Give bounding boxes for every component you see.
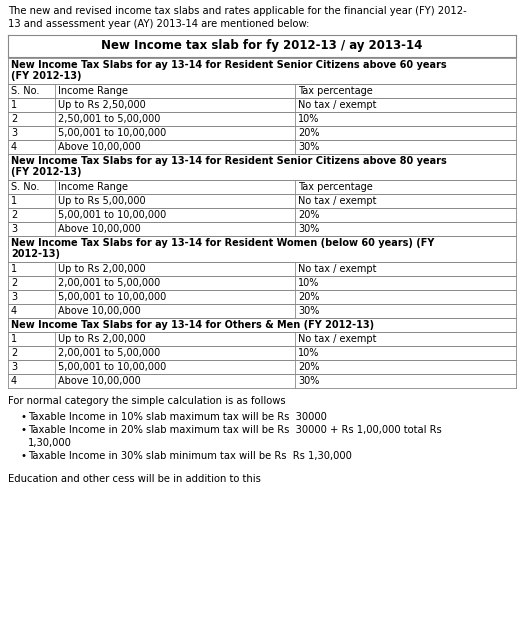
Text: 2,50,001 to 5,00,000: 2,50,001 to 5,00,000 — [58, 114, 160, 124]
Text: 2: 2 — [11, 348, 17, 358]
Text: No tax / exempt: No tax / exempt — [298, 264, 377, 274]
Text: 30%: 30% — [298, 376, 319, 386]
Text: 10%: 10% — [298, 114, 319, 124]
Text: Income Range: Income Range — [58, 182, 128, 192]
Text: 1,30,000: 1,30,000 — [28, 438, 72, 448]
Text: Education and other cess will be in addition to this: Education and other cess will be in addi… — [8, 474, 261, 484]
Text: No tax / exempt: No tax / exempt — [298, 196, 377, 206]
Text: 2: 2 — [11, 114, 17, 124]
Text: 3: 3 — [11, 128, 17, 138]
Text: 5,00,001 to 10,00,000: 5,00,001 to 10,00,000 — [58, 210, 166, 220]
Text: New Income Tax Slabs for ay 13-14 for Resident Women (below 60 years) (FY: New Income Tax Slabs for ay 13-14 for Re… — [11, 238, 434, 248]
Text: (FY 2012-13): (FY 2012-13) — [11, 71, 82, 81]
Text: 2: 2 — [11, 278, 17, 288]
Text: Above 10,00,000: Above 10,00,000 — [58, 142, 141, 152]
Text: 5,00,001 to 10,00,000: 5,00,001 to 10,00,000 — [58, 292, 166, 302]
Text: 20%: 20% — [298, 362, 320, 372]
Text: Above 10,00,000: Above 10,00,000 — [58, 376, 141, 386]
Text: For normal category the simple calculation is as follows: For normal category the simple calculati… — [8, 396, 286, 406]
Text: New Income Tax Slabs for ay 13-14 for Resident Senior Citizens above 60 years: New Income Tax Slabs for ay 13-14 for Re… — [11, 60, 446, 70]
Text: Tax percentage: Tax percentage — [298, 182, 373, 192]
Text: 2,00,001 to 5,00,000: 2,00,001 to 5,00,000 — [58, 348, 160, 358]
Text: S. No.: S. No. — [11, 86, 39, 96]
Text: Taxable Income in 30% slab minimum tax will be Rs  Rs 1,30,000: Taxable Income in 30% slab minimum tax w… — [28, 451, 352, 461]
Text: Taxable Income in 10% slab maximum tax will be Rs  30000: Taxable Income in 10% slab maximum tax w… — [28, 412, 327, 422]
Text: 13 and assessment year (AY) 2013-14 are mentioned below:: 13 and assessment year (AY) 2013-14 are … — [8, 19, 309, 29]
Text: Up to Rs 5,00,000: Up to Rs 5,00,000 — [58, 196, 146, 206]
Text: 2,00,001 to 5,00,000: 2,00,001 to 5,00,000 — [58, 278, 160, 288]
Text: 30%: 30% — [298, 142, 319, 152]
Text: 4: 4 — [11, 306, 17, 316]
Text: Tax percentage: Tax percentage — [298, 86, 373, 96]
Text: Above 10,00,000: Above 10,00,000 — [58, 224, 141, 234]
Text: 30%: 30% — [298, 224, 319, 234]
Text: 5,00,001 to 10,00,000: 5,00,001 to 10,00,000 — [58, 128, 166, 138]
Text: 4: 4 — [11, 376, 17, 386]
Text: Taxable Income in 20% slab maximum tax will be Rs  30000 + Rs 1,00,000 total Rs: Taxable Income in 20% slab maximum tax w… — [28, 425, 442, 435]
Text: S. No.: S. No. — [11, 182, 39, 192]
Text: 5,00,001 to 10,00,000: 5,00,001 to 10,00,000 — [58, 362, 166, 372]
Text: 1: 1 — [11, 100, 17, 110]
Text: New Income tax slab for fy 2012-13 / ay 2013-14: New Income tax slab for fy 2012-13 / ay … — [101, 40, 423, 52]
Text: New Income Tax Slabs for ay 13-14 for Others & Men (FY 2012-13): New Income Tax Slabs for ay 13-14 for Ot… — [11, 320, 374, 330]
Text: 10%: 10% — [298, 278, 319, 288]
Text: 1: 1 — [11, 196, 17, 206]
Text: 3: 3 — [11, 362, 17, 372]
Text: The new and revised income tax slabs and rates applicable for the financial year: The new and revised income tax slabs and… — [8, 6, 467, 16]
Text: Up to Rs 2,50,000: Up to Rs 2,50,000 — [58, 100, 146, 110]
Text: 10%: 10% — [298, 348, 319, 358]
Text: 20%: 20% — [298, 292, 320, 302]
Text: Income Range: Income Range — [58, 86, 128, 96]
Text: 30%: 30% — [298, 306, 319, 316]
Text: Above 10,00,000: Above 10,00,000 — [58, 306, 141, 316]
Text: 2012-13): 2012-13) — [11, 249, 60, 259]
Text: 20%: 20% — [298, 128, 320, 138]
Text: •: • — [20, 425, 26, 435]
Text: No tax / exempt: No tax / exempt — [298, 334, 377, 344]
Text: •: • — [20, 412, 26, 422]
Text: 3: 3 — [11, 224, 17, 234]
Text: 1: 1 — [11, 334, 17, 344]
Text: 2: 2 — [11, 210, 17, 220]
Text: 4: 4 — [11, 142, 17, 152]
Text: 3: 3 — [11, 292, 17, 302]
Text: No tax / exempt: No tax / exempt — [298, 100, 377, 110]
Text: Up to Rs 2,00,000: Up to Rs 2,00,000 — [58, 334, 146, 344]
Text: New Income Tax Slabs for ay 13-14 for Resident Senior Citizens above 80 years: New Income Tax Slabs for ay 13-14 for Re… — [11, 156, 447, 166]
Text: 20%: 20% — [298, 210, 320, 220]
Text: Up to Rs 2,00,000: Up to Rs 2,00,000 — [58, 264, 146, 274]
Text: (FY 2012-13): (FY 2012-13) — [11, 167, 82, 177]
Text: 1: 1 — [11, 264, 17, 274]
Text: •: • — [20, 451, 26, 461]
